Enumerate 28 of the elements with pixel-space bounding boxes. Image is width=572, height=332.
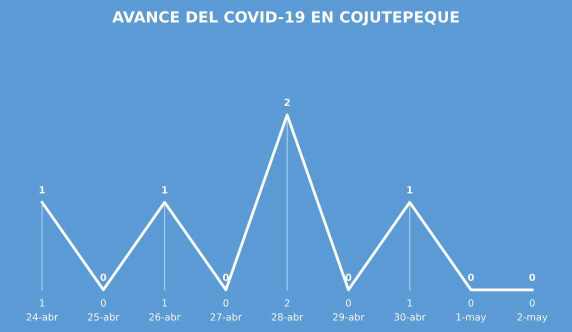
x-tick-label: 30-abr xyxy=(394,313,426,321)
x-tick-label: 29-abr xyxy=(333,313,364,321)
x-tick-label: 24-abr xyxy=(26,313,58,321)
annotation: 0 xyxy=(529,274,536,282)
x-tick-label: 2-may xyxy=(517,313,548,323)
data-label: 1 xyxy=(40,299,44,307)
data-label: 1 xyxy=(162,299,167,307)
annotation: 1 xyxy=(407,186,412,194)
data-label: 0 xyxy=(530,299,535,307)
annotation: 0 xyxy=(468,274,474,282)
data-label: 0 xyxy=(346,299,351,307)
x-tick-label: 25-abr xyxy=(88,313,120,321)
chart-title: AVANCE DEL COVID-19 EN COJUTEPEQUE xyxy=(112,11,459,26)
annotation: 2 xyxy=(284,98,290,106)
data-label: 2 xyxy=(284,299,290,307)
data-label: 1 xyxy=(408,299,412,307)
x-tick-label: 26-abr xyxy=(149,313,181,321)
x-tick-label: 1-may xyxy=(456,313,486,323)
annotation: 0 xyxy=(100,274,106,282)
data-label: 0 xyxy=(100,299,106,307)
data-label: 0 xyxy=(468,299,474,307)
x-tick-label: 27-abr xyxy=(210,313,242,321)
annotation: 1 xyxy=(162,186,168,194)
annotation: 1 xyxy=(40,186,45,194)
data-label: 0 xyxy=(223,299,228,307)
annotation: 0 xyxy=(222,274,229,282)
x-tick-label: 28-abr xyxy=(272,313,304,321)
annotation: 0 xyxy=(345,274,352,282)
